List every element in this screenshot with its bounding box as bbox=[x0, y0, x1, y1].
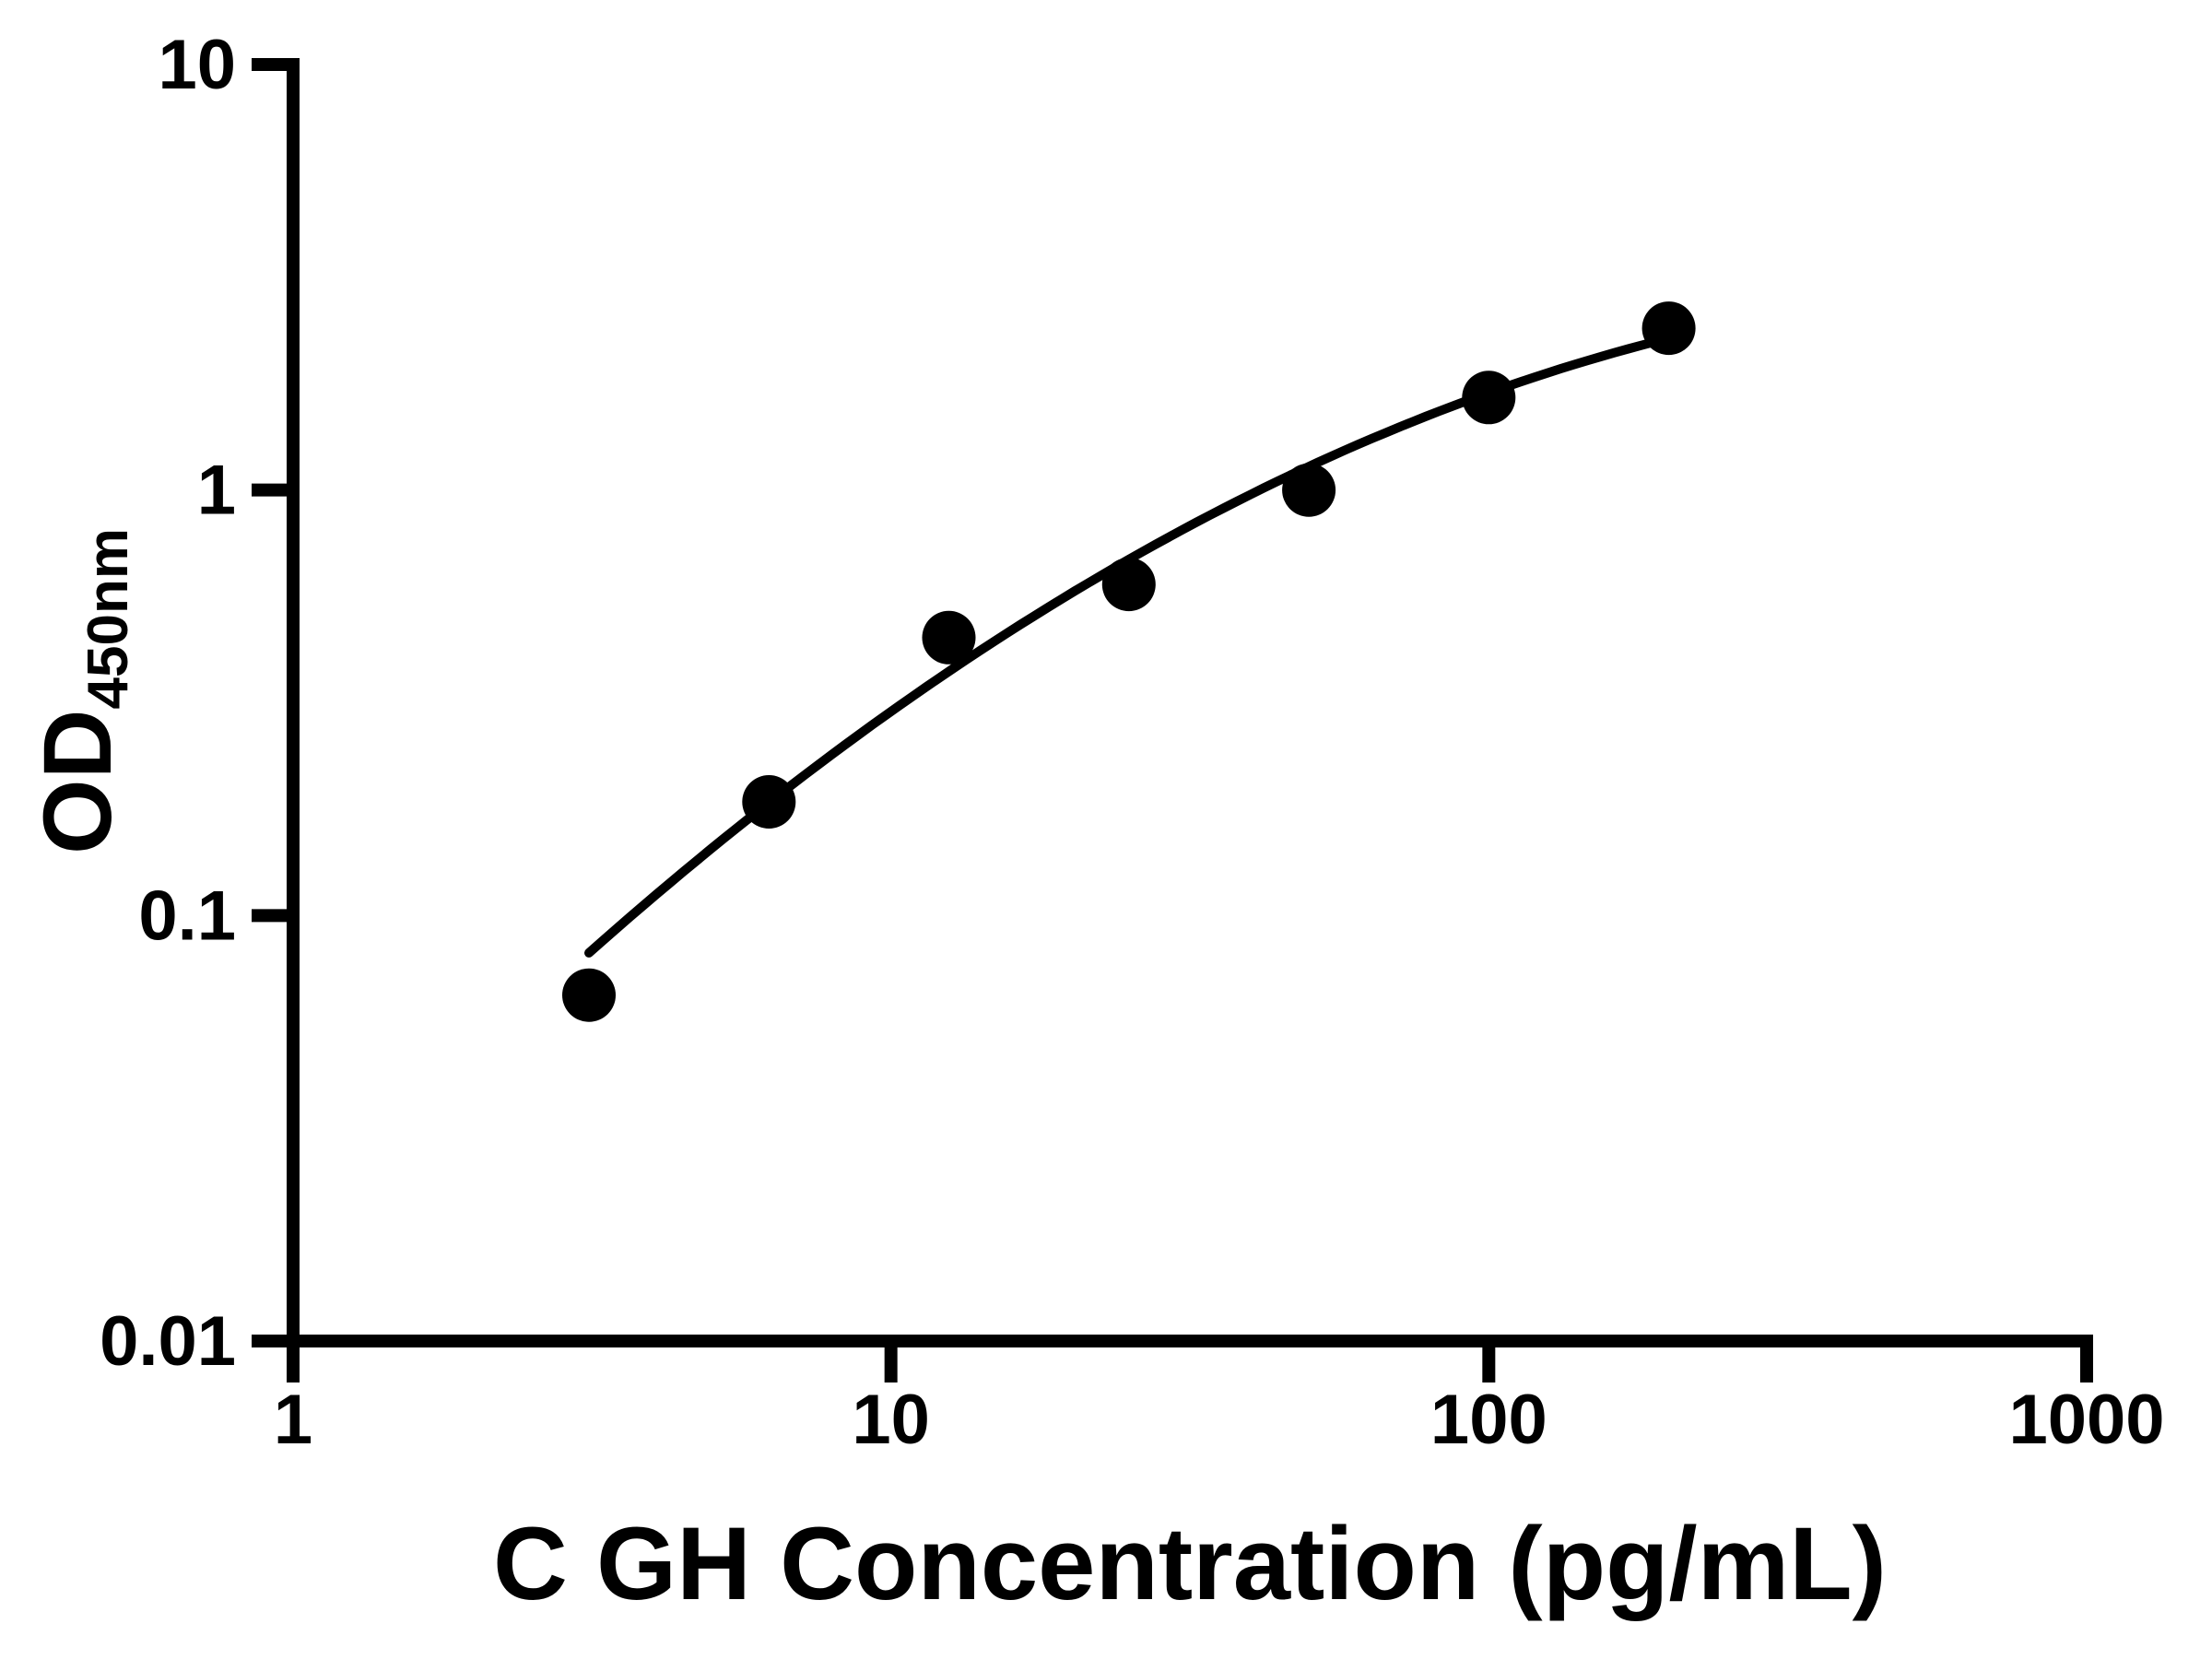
y-axis-title: OD450nm bbox=[24, 528, 140, 854]
y-tick-label: 10 bbox=[158, 26, 236, 104]
x-tick-label: 10 bbox=[852, 1381, 930, 1459]
data-point bbox=[1282, 463, 1336, 517]
y-axis-title-subscript: 450nm bbox=[76, 528, 140, 709]
y-tick-label: 1 bbox=[197, 452, 236, 530]
x-tick-label: 1 bbox=[274, 1381, 312, 1459]
data-point bbox=[1641, 301, 1696, 356]
x-tick-label: 100 bbox=[1430, 1381, 1547, 1459]
data-point bbox=[1462, 371, 1516, 425]
data-point bbox=[562, 968, 616, 1022]
data-point bbox=[922, 610, 976, 665]
data-point bbox=[742, 775, 796, 829]
plot-layer: 10 1 0.1 0.01 1 10 100 1000 bbox=[100, 26, 2164, 1459]
y-axis-title-main: OD bbox=[24, 709, 132, 854]
data-point bbox=[1101, 558, 1156, 612]
fit-curve bbox=[584, 334, 1674, 958]
x-axis-title: C GH Concentration (pg/mL) bbox=[493, 1506, 1887, 1621]
y-tick-label: 0.1 bbox=[138, 877, 236, 955]
y-tick-label: 0.01 bbox=[100, 1302, 236, 1381]
x-tick-label: 1000 bbox=[2008, 1381, 2164, 1459]
